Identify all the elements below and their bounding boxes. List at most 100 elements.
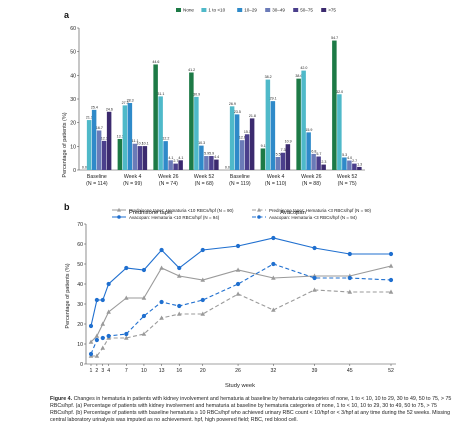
legend-label: 1 to <10 — [208, 8, 225, 13]
bar-value-label: 5.9 — [204, 152, 209, 156]
bar-value-label: 29.1 — [270, 97, 277, 101]
data-point — [159, 265, 164, 270]
bar — [265, 79, 271, 170]
x-category-label: Week 52 — [194, 174, 214, 180]
y-tick-label: 10 — [70, 144, 76, 150]
data-point — [123, 335, 129, 340]
bar — [239, 140, 245, 170]
bar — [270, 101, 276, 170]
bar-value-label: 25.4 — [91, 105, 98, 109]
panel-b-letter: b — [64, 202, 70, 212]
legend-label: 30–49 — [272, 8, 285, 13]
data-point — [200, 311, 206, 316]
bar-value-label: 15.9 — [305, 128, 312, 132]
x-category-label: (N = 74) — [159, 181, 178, 187]
series-line — [91, 289, 391, 357]
data-point — [124, 265, 129, 271]
data-point — [159, 315, 164, 320]
panel-a-legend: None 1 to <10 10–29 30–49 50–75 >75 — [176, 8, 336, 13]
bar — [285, 144, 291, 170]
x-tick-label: 13 — [159, 368, 165, 374]
y-tick-label: 10 — [77, 342, 83, 348]
bar — [199, 145, 204, 170]
bar-value-label: 0.0 — [225, 166, 230, 170]
group-label-avacopan: Avacopan — [280, 210, 306, 216]
x-category-label: Week 52 — [337, 174, 357, 180]
bar — [137, 146, 143, 170]
bar-value-label: 54.7 — [331, 36, 338, 40]
data-point — [94, 297, 99, 303]
bar-value-label: 7.3 — [281, 148, 286, 152]
data-point — [94, 337, 99, 343]
bar-value-label: 4.0 — [347, 156, 352, 160]
legend-swatch — [321, 8, 327, 12]
panel-b-legend: Prednisone taper: Hematuria <10 RBCs/hpf… — [112, 207, 372, 220]
figure: a None 1 to <10 10–29 30–49 50–75 >75 Percent… — [62, 8, 396, 389]
bar — [204, 156, 209, 170]
x-tick-label: 32 — [270, 368, 276, 374]
bar-value-label: 9.1 — [261, 144, 266, 148]
data-point — [106, 309, 111, 314]
y-tick-label: 70 — [77, 222, 83, 228]
bar-value-label: 41.2 — [188, 68, 195, 72]
data-point — [200, 277, 206, 282]
y-tick-label: 50 — [77, 262, 83, 268]
data-point — [388, 251, 394, 257]
data-point — [100, 321, 106, 326]
x-tick-label: 3 — [101, 368, 104, 374]
bar-value-label: 23.5 — [234, 110, 241, 114]
bar-value-label: 42.0 — [300, 66, 307, 70]
bar-value-label: 12.2 — [162, 137, 169, 141]
panel-b-axes: 0 10 20 30 40 50 60 70 1 2 3 4 7 10 13 16 20 26 32 39 45 52 — [77, 222, 396, 374]
legend-swatch — [265, 8, 271, 12]
data-point — [159, 299, 164, 305]
bar — [357, 166, 362, 170]
data-point — [312, 287, 317, 292]
bar — [86, 120, 92, 170]
bar-value-label: 44.6 — [152, 60, 159, 64]
legend-label: >75 — [328, 8, 336, 13]
bar — [234, 114, 240, 170]
x-category-label: Baseline — [230, 174, 250, 180]
bar — [122, 105, 128, 170]
data-point — [94, 333, 100, 338]
bar — [229, 106, 235, 170]
data-point — [388, 263, 394, 268]
y-tick-label: 50 — [70, 50, 76, 56]
x-tick-label: 7 — [125, 368, 128, 374]
legend-swatch — [176, 8, 181, 12]
bar — [352, 163, 357, 170]
data-point — [271, 275, 276, 280]
data-point — [388, 289, 394, 294]
bar-value-label: 12.3 — [101, 136, 108, 140]
bar — [342, 157, 347, 170]
bar — [249, 118, 255, 170]
bar — [168, 160, 173, 170]
caption-label: Figure 4. — [50, 396, 73, 402]
data-point — [176, 311, 182, 316]
bar-value-label: 2.3 — [321, 160, 326, 164]
data-point — [271, 261, 276, 267]
data-point — [312, 275, 317, 281]
bar-value-label: 38.2 — [265, 75, 272, 79]
data-point — [141, 313, 147, 319]
bar-value-label: 21.1 — [86, 116, 93, 120]
bar-value-label: 13.1 — [117, 134, 124, 138]
x-category-label: (N = 68) — [195, 181, 214, 187]
panel-a-ylabel: Percentage of patients (%) — [62, 112, 68, 177]
legend-swatch — [201, 8, 207, 12]
x-category-label: Week 26 — [158, 174, 178, 180]
bar — [173, 163, 178, 170]
data-point — [177, 265, 182, 271]
bar — [189, 72, 194, 170]
data-point — [88, 323, 94, 329]
panel-a-letter: a — [64, 10, 70, 20]
bar-value-label: 27.3 — [122, 101, 129, 105]
data-point — [235, 267, 241, 272]
legend-label: Avacopan: Hematuria <10 RBCs/hpf (N = 94… — [129, 215, 220, 220]
panel-a-bars: 0.021.125.416.712.324.613.127.328.311.11… — [82, 36, 362, 170]
legend-marker — [117, 207, 121, 212]
bar-value-label: 5.9 — [209, 152, 214, 156]
x-tick-label: 4 — [107, 368, 110, 374]
x-category-label: (N = 99) — [123, 181, 142, 187]
